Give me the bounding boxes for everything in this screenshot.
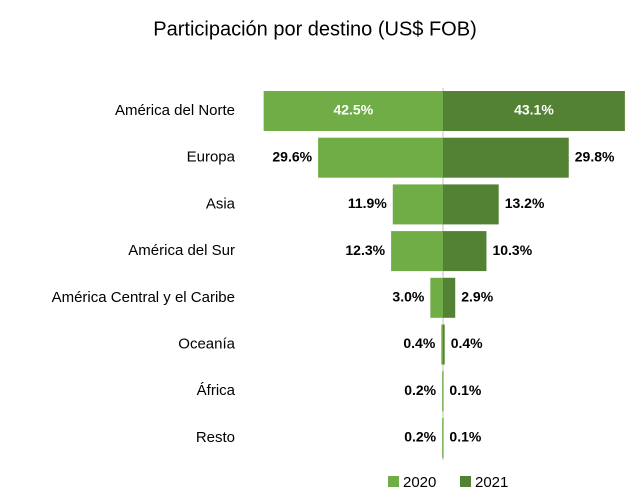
- bar: [430, 277, 443, 318]
- bar: [392, 184, 443, 225]
- bar: [443, 277, 456, 318]
- bar: [443, 91, 625, 131]
- value-label: 10.3%: [492, 242, 532, 258]
- value-label: 13.2%: [505, 195, 545, 211]
- value-label: 43.1%: [514, 102, 554, 118]
- category-label: Europa: [187, 149, 236, 166]
- category-label: América del Sur: [128, 242, 235, 259]
- legend-label: 2020: [403, 474, 436, 491]
- bar: [442, 417, 443, 458]
- value-label: 42.5%: [333, 102, 373, 118]
- category-label: Resto: [196, 429, 235, 446]
- bar: [443, 137, 569, 178]
- value-label: 29.8%: [575, 148, 615, 164]
- value-label: 0.2%: [404, 429, 436, 445]
- category-label: Asia: [206, 195, 236, 212]
- bar: [442, 371, 443, 412]
- value-label: 2.9%: [461, 289, 493, 305]
- value-label: 11.9%: [348, 195, 387, 211]
- value-label: 0.4%: [403, 335, 435, 351]
- legend-label: 2021: [475, 474, 508, 491]
- legend-swatch: [388, 476, 399, 487]
- bar: [441, 324, 443, 365]
- value-label: 12.3%: [345, 242, 385, 258]
- bar: [443, 324, 445, 365]
- value-label: 29.6%: [272, 148, 312, 164]
- value-label: 3.0%: [392, 289, 424, 305]
- category-label: América del Norte: [115, 102, 235, 119]
- bar: [443, 184, 499, 225]
- category-label: Oceanía: [178, 335, 235, 352]
- bar: [391, 231, 443, 272]
- bar: [263, 91, 443, 131]
- legend-swatch: [460, 476, 471, 487]
- bar: [443, 231, 487, 272]
- value-label: 0.2%: [404, 382, 436, 398]
- value-label: 0.1%: [449, 429, 481, 445]
- category-label: América Central y el Caribe: [52, 289, 235, 306]
- bar: [318, 137, 443, 178]
- category-label: África: [197, 382, 236, 399]
- chart-title: Participación por destino (US$ FOB): [153, 18, 476, 40]
- value-label: 0.4%: [451, 335, 483, 351]
- value-label: 0.1%: [449, 382, 481, 398]
